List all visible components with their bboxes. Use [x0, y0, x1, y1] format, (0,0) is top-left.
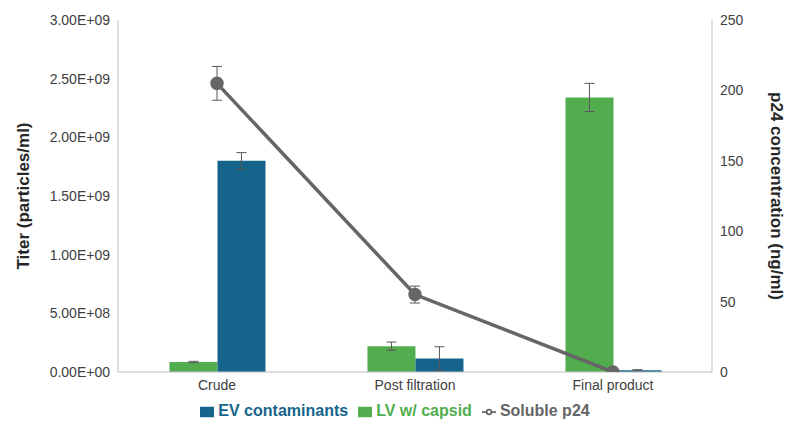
svg-text:3.00E+09: 3.00E+09 — [50, 12, 111, 28]
svg-text:0: 0 — [720, 364, 728, 380]
svg-text:1.00E+09: 1.00E+09 — [50, 247, 111, 263]
svg-text:100: 100 — [720, 223, 744, 239]
html-text:Soluble p24: Soluble p24 — [499, 402, 590, 419]
html-text:LV w/ capsid: LV w/ capsid — [376, 402, 472, 419]
svg-text:2.50E+09: 2.50E+09 — [50, 71, 111, 87]
svg-text:1.50E+09: 1.50E+09 — [50, 188, 111, 204]
svg-text:5.00E+08: 5.00E+08 — [50, 305, 111, 321]
svg-text:Crude: Crude — [198, 377, 236, 393]
svg-text:Post filtration: Post filtration — [375, 377, 456, 393]
svg-text:50: 50 — [720, 294, 736, 310]
svg-text:250: 250 — [720, 12, 744, 28]
svg-text:150: 150 — [720, 153, 744, 169]
svg-text:Titer (particles/ml): Titer (particles/ml) — [14, 122, 33, 269]
svg-text:200: 200 — [720, 82, 744, 98]
svg-text:2.00E+09: 2.00E+09 — [50, 129, 111, 145]
svg-text:p24 concentration (ng/ml): p24 concentration (ng/ml) — [767, 92, 786, 300]
svg-text:Final product: Final product — [573, 377, 654, 393]
svg-text:0.00E+00: 0.00E+00 — [50, 364, 111, 380]
html-text:EV contaminants: EV contaminants — [218, 402, 349, 419]
